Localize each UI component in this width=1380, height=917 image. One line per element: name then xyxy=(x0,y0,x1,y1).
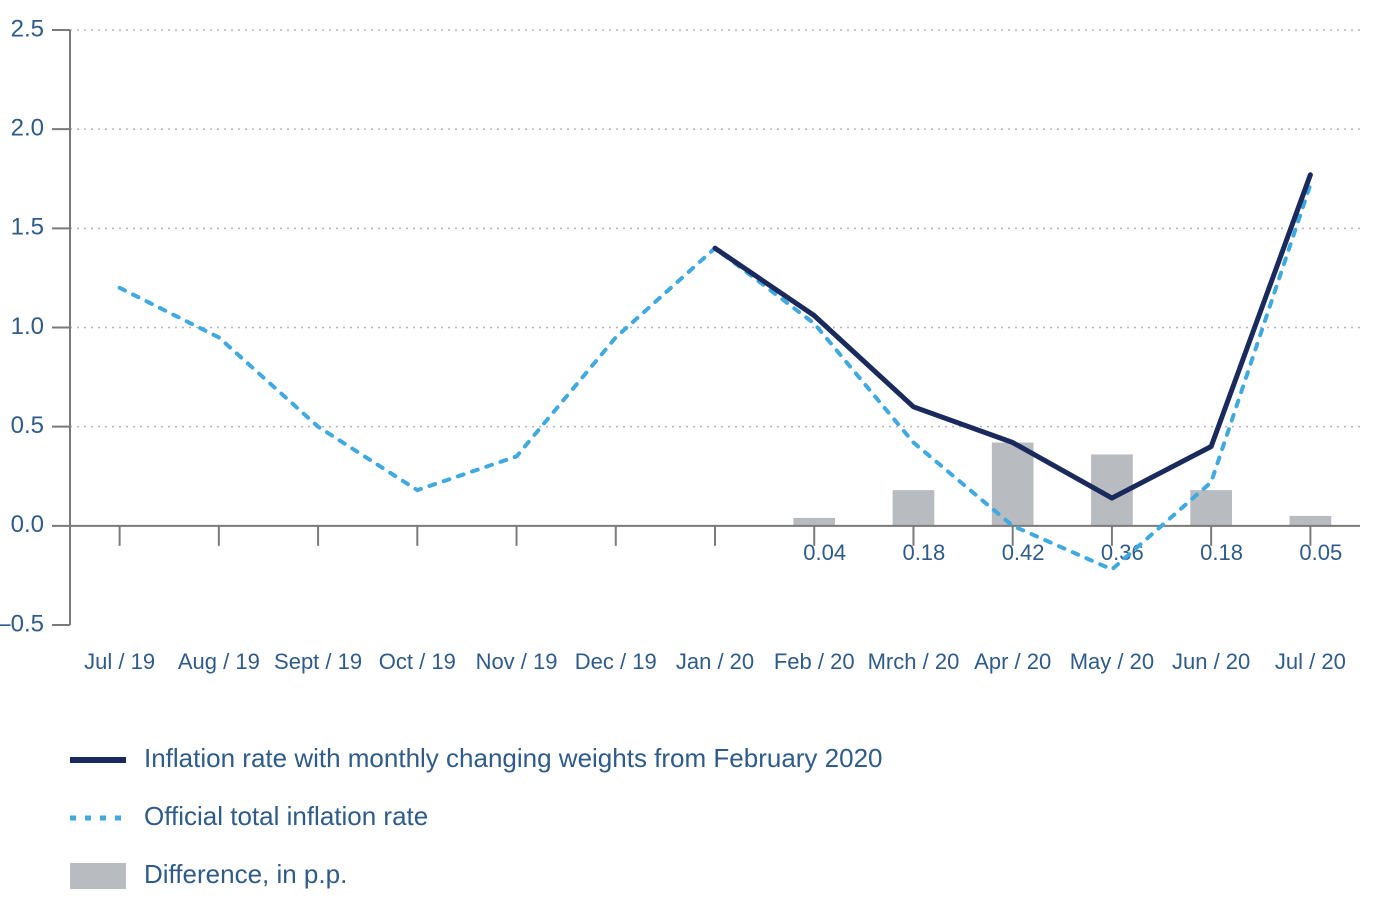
chart-bg xyxy=(0,0,1380,917)
y-tick-label: 1.5 xyxy=(11,214,44,241)
legend-label: Difference, in p.p. xyxy=(144,859,347,889)
difference-value-label: 0.05 xyxy=(1299,540,1342,565)
x-tick-label: Sept / 19 xyxy=(274,649,362,674)
x-tick-label: Oct / 19 xyxy=(379,649,456,674)
x-tick-label: Jan / 20 xyxy=(676,649,754,674)
y-tick-label: 0.5 xyxy=(11,412,44,439)
x-tick-label: Aug / 19 xyxy=(178,649,260,674)
x-tick-label: Jul / 20 xyxy=(1275,649,1346,674)
difference-bar xyxy=(1290,516,1332,526)
chart-svg: –0.5 0.0 0.5 1.0 1.5 2.0 2.5 Jul / 19 Aug / 19 Se… xyxy=(0,0,1380,917)
x-tick-label: Feb / 20 xyxy=(774,649,855,674)
difference-value-label: 0.42 xyxy=(1002,540,1045,565)
x-tick-label: Dec / 19 xyxy=(575,649,657,674)
difference-value-label: 0.18 xyxy=(1200,540,1243,565)
y-tick-label: –0.5 xyxy=(0,610,44,637)
x-tick-label: Jun / 20 xyxy=(1172,649,1250,674)
difference-bar xyxy=(893,490,935,526)
x-tick-label: Apr / 20 xyxy=(974,649,1051,674)
difference-value-label: 0.36 xyxy=(1101,540,1144,565)
x-tick-label: Jul / 19 xyxy=(84,649,155,674)
difference-bar xyxy=(793,518,835,526)
y-tick-label: 1.0 xyxy=(11,313,44,340)
y-tick-label: 2.5 xyxy=(11,15,44,42)
difference-value-label: 0.18 xyxy=(902,540,945,565)
x-tick-label: Nov / 19 xyxy=(476,649,558,674)
legend-label: Official total inflation rate xyxy=(144,801,428,831)
y-tick-label: 2.0 xyxy=(11,115,44,142)
y-tick-label: 0.0 xyxy=(11,511,44,538)
difference-value-label: 0.04 xyxy=(803,540,846,565)
x-tick-label: Mrch / 20 xyxy=(868,649,960,674)
legend-label: Inflation rate with monthly changing wei… xyxy=(144,743,883,773)
legend-swatch-rect xyxy=(70,863,126,889)
inflation-chart: –0.5 0.0 0.5 1.0 1.5 2.0 2.5 Jul / 19 Aug / 19 Se… xyxy=(0,0,1380,917)
x-tick-label: May / 20 xyxy=(1070,649,1154,674)
